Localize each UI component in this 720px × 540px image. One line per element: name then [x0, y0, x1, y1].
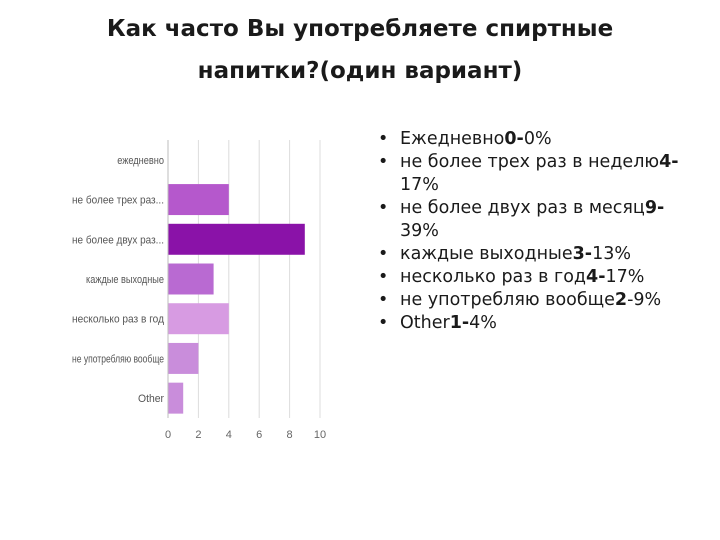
slide-title: Как часто Вы употребляете спиртные напит…: [60, 8, 660, 92]
answer-count: 4-: [659, 152, 679, 172]
answer-count: 3-: [572, 244, 593, 264]
category-label: не более трех раз...: [72, 195, 164, 207]
answer-count: 4-: [586, 267, 606, 287]
slide-title-line-2: напитки?(один вариант): [197, 58, 523, 84]
answer-percent: 39%: [400, 221, 439, 241]
answer-text: не более двух раз в месяц: [400, 198, 645, 218]
answer-text: каждые выходные: [400, 244, 573, 264]
answer-text: не употребляю вообще: [400, 290, 615, 310]
answers-list: Ежедневно0-0% не более трех раз в неделю…: [372, 128, 692, 335]
answer-item-never: не употребляю вообще2-9%: [372, 289, 692, 312]
answer-item-few-per-year: несколько раз в год4-17%: [372, 266, 692, 289]
category-label: несколько раз в год: [72, 314, 165, 326]
x-tick-label: 10: [314, 429, 326, 441]
x-tick-label: 6: [256, 429, 262, 441]
answer-text: Ежедневно: [400, 129, 505, 149]
answer-percent: 0%: [523, 129, 552, 149]
category-label: Other: [138, 393, 164, 405]
answer-item-weekends: каждые выходные3-13%: [372, 243, 692, 266]
answer-item-other: Other1-4%: [372, 312, 692, 335]
answer-text: Other: [400, 313, 450, 333]
answer-item-daily: Ежедневно0-0%: [372, 128, 692, 151]
x-tick-label: 4: [226, 429, 232, 441]
category-label: не более двух раз...: [72, 234, 164, 246]
answer-text: несколько раз в год: [400, 267, 587, 287]
slide-title-line-1: Как часто Вы употребляете спиртные: [106, 16, 614, 42]
x-tick-label: 8: [287, 429, 293, 441]
x-tick-label: 2: [195, 429, 201, 441]
answer-percent: 4%: [469, 313, 497, 333]
answer-text: не более трех раз в неделю: [400, 152, 660, 172]
answer-count: 1-: [449, 313, 470, 333]
answer-item-two-per-month: не более двух раз в месяц9- 39%: [372, 197, 692, 243]
bar: [168, 263, 214, 295]
bar: [168, 184, 229, 216]
category-label: не употребляю вообще: [72, 353, 164, 365]
answer-percent: 17%: [400, 175, 439, 195]
answer-item-three-per-week: не более трех раз в неделю4- 17%: [372, 151, 692, 197]
answer-percent: 17%: [605, 267, 645, 287]
bar: [168, 342, 199, 374]
answer-count: 0-: [504, 129, 524, 149]
answer-percent: -9%: [627, 290, 662, 310]
answer-count: 9-: [644, 198, 665, 218]
category-label: каждые выходные: [86, 274, 164, 286]
answer-percent: 13%: [592, 244, 631, 264]
bar: [168, 223, 305, 255]
bar: [168, 303, 229, 335]
x-tick-label: 0: [165, 429, 171, 441]
bar: [168, 382, 184, 414]
answer-count: 2: [614, 290, 628, 310]
category-label: ежедневно: [117, 155, 164, 167]
